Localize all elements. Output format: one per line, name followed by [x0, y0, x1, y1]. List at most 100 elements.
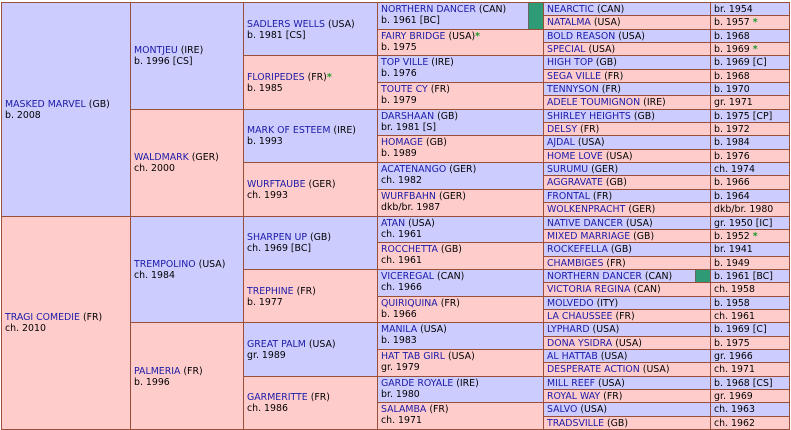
horse-cell: NEARCTIC (CAN) — [543, 2, 711, 17]
horse-country: (CAN) — [633, 284, 661, 296]
horse-name: SPECIAL — [547, 44, 586, 56]
horse-cell: TOP VILLE (IRE) b. 1976 — [377, 55, 544, 84]
horse-country: (USA) — [198, 258, 226, 270]
horse-name: MIXED MARRIAGE — [547, 230, 631, 242]
horse-name: MILL REEF — [547, 377, 596, 389]
horse-info: b. 1952 — [714, 230, 750, 242]
date-cell: b. 1984 — [710, 135, 790, 150]
horse-entry: AL HATTAB (USA) — [547, 350, 707, 362]
horse-entry: GREAT PALM (USA) gr. 1989 — [247, 339, 336, 361]
horse-entry: TENNYSON (FR) — [547, 83, 707, 96]
horse-country: (USA) — [642, 364, 670, 376]
horse-name: HIGH TOP — [547, 57, 593, 69]
horse-info: b. 1968 — [714, 70, 750, 82]
horse-entry: ROCKEFELLA (GB) — [547, 243, 707, 256]
horse-name: SURUMU — [547, 164, 589, 176]
date-cell: ch. 1971 — [710, 362, 790, 377]
horse-info: gr. 1989 — [247, 349, 286, 361]
date-cell: gr. 1971 — [710, 95, 790, 110]
horse-country: (GER) — [628, 204, 656, 216]
horse-cell: MONTJEU (IRE) b. 1996 [CS] — [130, 2, 244, 110]
horse-name: NATALMA — [547, 17, 591, 29]
horse-name: DARSHAAN — [381, 110, 435, 122]
horse-info: b. 1961 [BC] — [714, 270, 773, 282]
horse-info: ch. 1963 — [714, 404, 755, 416]
horse-country: (USA) — [593, 17, 621, 29]
horse-info: b. 1957 — [714, 17, 750, 29]
date-cell: br. 1954 — [710, 2, 790, 17]
horse-info: b. 1983 — [381, 335, 417, 347]
horse-name: LA CHAUSSEE — [547, 310, 613, 322]
horse-name: ADELE TOUMIGNON — [547, 97, 641, 109]
horse-entry: ROYAL WAY (FR) — [547, 390, 707, 402]
horse-cell: MIXED MARRIAGE (GB) — [543, 228, 711, 244]
horse-cell: VICTORIA REGINA (CAN) — [543, 282, 711, 297]
horse-entry: QUIRIQUINA (FR) b. 1966 — [381, 297, 540, 320]
horse-country: (FR) — [615, 310, 635, 322]
horse-cell: HOMAGE (GB) b. 1989 — [377, 135, 544, 164]
horse-cell: NORTHERN DANCER (CAN) b. 1961 [BC] — [377, 2, 544, 30]
horse-info: ch. 1966 — [381, 281, 422, 293]
horse-info: b. 1989 — [381, 148, 417, 160]
horse-cell: PALMERIA (FR) b. 1996 — [130, 322, 244, 430]
horse-cell: DARSHAAN (GB) br. 1981 [S] — [377, 108, 544, 137]
horse-entry: BOLD REASON (USA) — [547, 30, 707, 42]
horse-cell: MANILA (USA) b. 1983 — [377, 322, 544, 350]
horse-entry: HIGH TOP (GB) — [547, 56, 707, 69]
horse-cell: WALDMARK (GER) ch. 2000 — [130, 108, 244, 217]
horse-cell: ROYAL WAY (FR) — [543, 388, 711, 404]
highlight-box — [528, 3, 543, 29]
horse-entry: TOP VILLE (IRE) b. 1976 — [381, 56, 540, 79]
horse-cell: SADLERS WELLS (USA) b. 1981 [CS] — [243, 2, 378, 57]
horse-country: (USA) — [577, 137, 605, 149]
horse-name: QUIRIQUINA — [381, 297, 438, 309]
date-cell: b. 1968 — [710, 28, 790, 44]
horse-country: (USA) — [600, 350, 628, 362]
horse-name: VICEREGAL — [381, 270, 434, 282]
horse-entry: MASKED MARVEL (GB) b. 2008 — [5, 99, 110, 121]
horse-cell: HOME LOVE (USA) — [543, 148, 711, 164]
horse-cell: SURUMU (GER) — [543, 162, 711, 177]
horse-info: br. 1941 — [714, 244, 753, 256]
horse-country: (FR) — [310, 392, 330, 404]
horse-country: (USA) — [408, 217, 435, 229]
horse-info: b. 1961 [BC] — [381, 15, 440, 26]
horse-info: ch. 1984 — [134, 269, 175, 281]
date-cell: b. 1958 — [710, 295, 790, 310]
horse-name: DONA YSIDRA — [547, 337, 613, 349]
horse-entry: SHARPEN UP (GB) ch. 1969 [BC] — [247, 232, 331, 254]
horse-country: (USA) — [598, 377, 625, 389]
highlight-box — [695, 269, 710, 283]
horse-entry: SURUMU (GER) — [547, 163, 707, 176]
horse-name: TENNYSON — [547, 84, 599, 96]
horse-name: MARK OF ESTEEM — [247, 125, 331, 137]
horse-entry: SALVO (USA) — [547, 403, 707, 416]
horse-name: WURFBAHN — [381, 190, 436, 202]
horse-cell: SALVO (USA) — [543, 402, 711, 417]
horse-cell: ROCKEFELLA (GB) — [543, 242, 711, 257]
horse-name: DELSY — [547, 124, 578, 136]
date-cell: gr. 1969 — [710, 388, 790, 404]
horse-entry: NORTHERN DANCER (CAN) b. 1961 [BC] — [381, 3, 540, 26]
star: * — [475, 30, 481, 42]
horse-entry: SALAMBA (FR) ch. 1971 — [381, 403, 540, 426]
horse-entry: FRONTAL (FR) — [547, 190, 707, 202]
horse-entry: FLORIPEDES (FR)* b. 1985 — [247, 72, 332, 94]
horse-name: ROYAL WAY — [547, 390, 601, 402]
horse-info: b. 1975 [CP] — [714, 110, 773, 122]
horse-country: (USA) — [615, 337, 642, 349]
horse-name: MOLVEDO — [547, 297, 594, 309]
horse-entry: VICEREGAL (CAN) ch. 1966 — [381, 270, 540, 293]
horse-country: (GB) — [310, 232, 332, 244]
horse-country: (FR) — [183, 365, 203, 377]
horse-info: ch. 1974 — [714, 164, 755, 176]
horse-info: b. 1996 [CS] — [134, 56, 193, 68]
horse-name: SEGA VILLE — [547, 70, 602, 82]
horse-entry: WALDMARK (GER) ch. 2000 — [134, 152, 219, 174]
horse-entry: TRAGI COMEDIE (FR) ch. 2010 — [5, 312, 102, 334]
horse-entry: ROCCHETTA (GB) ch. 1961 — [381, 243, 540, 266]
horse-country: (GB) — [633, 230, 655, 242]
horse-name: ROCKEFELLA — [547, 244, 608, 256]
horse-country: (USA) — [618, 30, 645, 42]
horse-name: SALVO — [547, 404, 578, 416]
